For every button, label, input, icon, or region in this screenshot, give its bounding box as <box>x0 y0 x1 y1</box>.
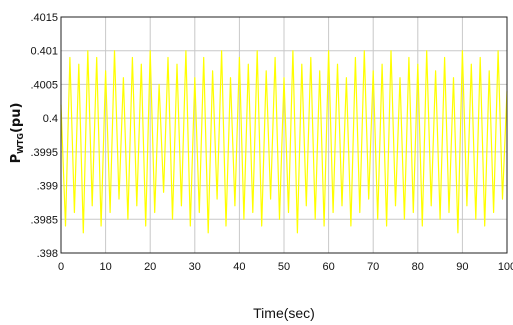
x-tick-label: 0 <box>58 261 64 273</box>
x-tick-label: 50 <box>278 261 290 273</box>
plot-frame <box>60 16 508 254</box>
y-tick-label: .4015 <box>30 12 58 24</box>
y-tick-label: 0.4 <box>43 113 58 125</box>
y-tick-label: .3995 <box>30 147 58 159</box>
x-tick-label: 40 <box>233 261 245 273</box>
y-tick-label: .399 <box>37 181 58 193</box>
series-line <box>60 50 508 234</box>
y-tick-label: 0.401 <box>30 46 58 58</box>
x-tick-labels: 0 10 20 30 40 50 60 70 80 90 100 <box>58 261 513 273</box>
y-axis-title-subscript: WTG <box>16 133 25 154</box>
x-tick-label: 100 <box>498 261 513 273</box>
series-layer <box>60 50 508 234</box>
x-tick-label: 80 <box>412 261 424 273</box>
y-axis-title: PWTG(pu) <box>9 103 25 164</box>
x-tick-label: 10 <box>99 261 111 273</box>
x-tick-label: 90 <box>456 261 468 273</box>
y-axis-title-unit: (pu) <box>9 103 24 133</box>
y-tick-label: .398 <box>37 248 58 260</box>
x-tick-label: 60 <box>322 261 334 273</box>
x-tick-label: 30 <box>189 261 201 273</box>
y-tick-label: .4005 <box>30 79 58 91</box>
y-axis-title-main: P <box>9 154 24 164</box>
x-tick-label: 20 <box>144 261 156 273</box>
x-axis-title: Time(sec) <box>253 305 315 321</box>
x-tick-label: 70 <box>367 261 379 273</box>
y-tick-labels: .398 .3985 .399 .3995 0.4 .4005 0.401 .4015 <box>30 12 58 260</box>
y-tick-label: .3985 <box>30 214 58 226</box>
